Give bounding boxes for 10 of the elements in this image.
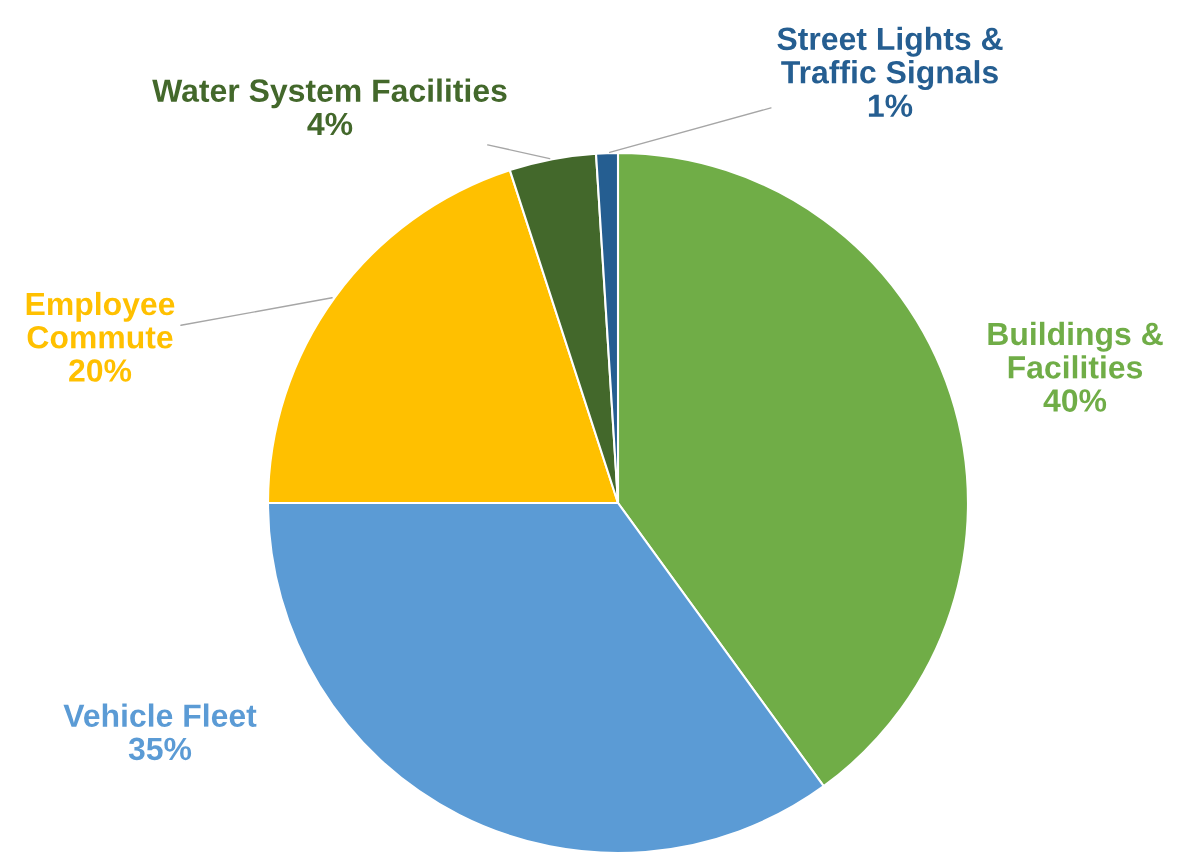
- data-label: 1%: [868, 94, 913, 117]
- slice-label: Water System Facilities: [152, 78, 507, 109]
- data-label: 40%: [1043, 389, 1107, 412]
- data-label: 35%: [128, 737, 192, 761]
- slice-label: Buildings & Facilities: [988, 321, 1163, 379]
- slice-label: Vehicle Fleet: [63, 703, 257, 727]
- slice-label: Street Lights & Traffic Signals: [777, 26, 1003, 91]
- data-label: 4%: [307, 112, 353, 136]
- slice-label: Employee Commute: [26, 291, 175, 349]
- data-label: 20%: [69, 359, 132, 382]
